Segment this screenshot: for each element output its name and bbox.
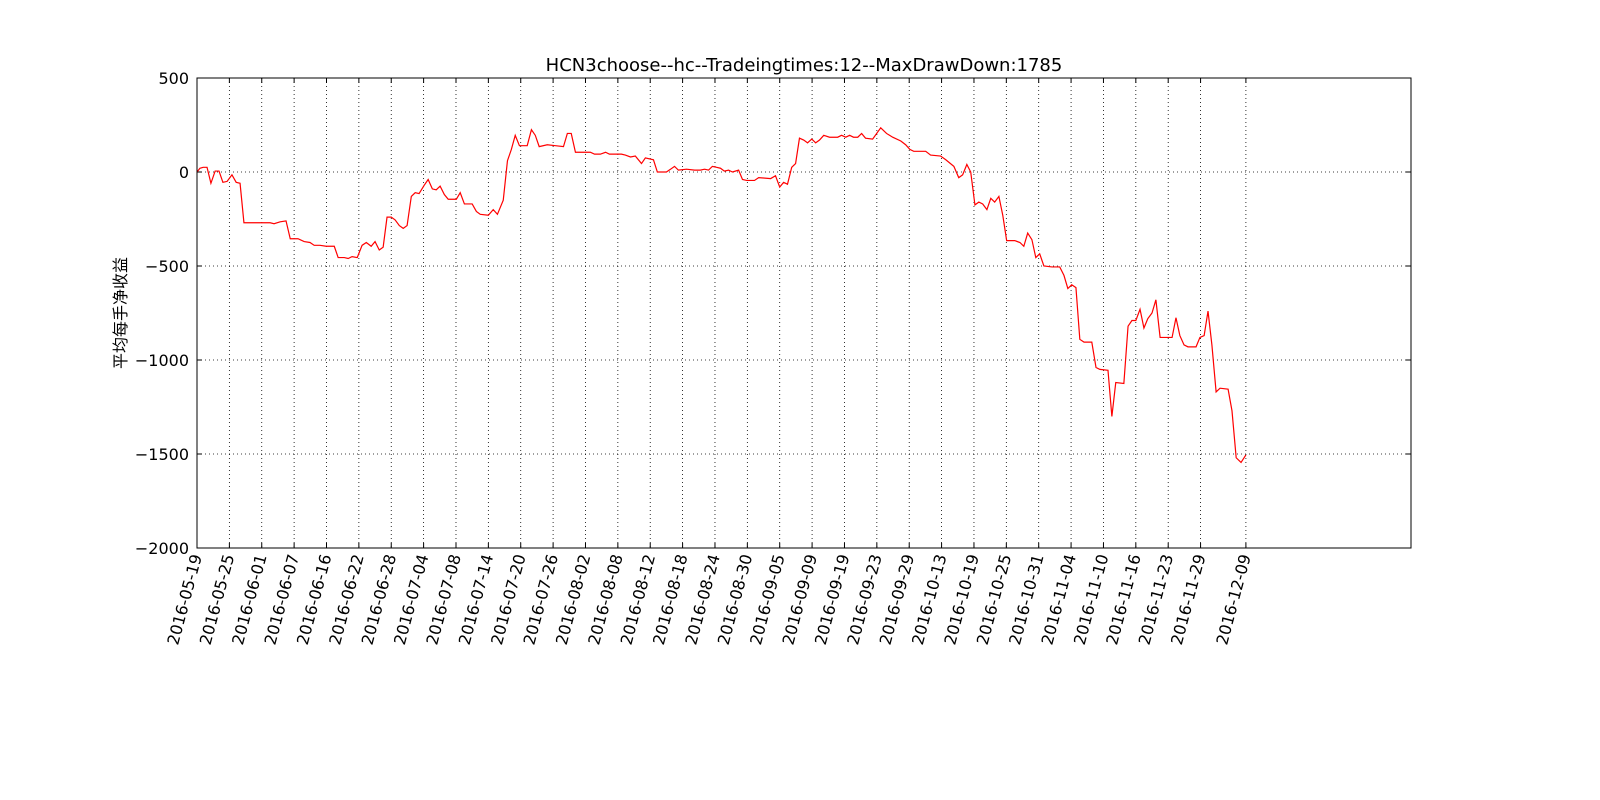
x-tick-label: 2016-12-09: [1212, 552, 1254, 647]
chart-title: HCN3choose--hc--Tradeingtimes:12--MaxDra…: [546, 55, 1063, 76]
y-tick-label: −2000: [135, 539, 189, 558]
y-tick-label: 0: [179, 163, 189, 182]
y-tick-label: −500: [145, 257, 189, 276]
y-axis-label: 平均每手净收益: [111, 257, 130, 369]
y-tick-label: −1000: [135, 351, 189, 370]
y-tick-label: −1500: [135, 445, 189, 464]
plot-frame: [196, 77, 1412, 549]
y-tick-label: 500: [158, 69, 189, 88]
line-series: [196, 126, 1247, 464]
